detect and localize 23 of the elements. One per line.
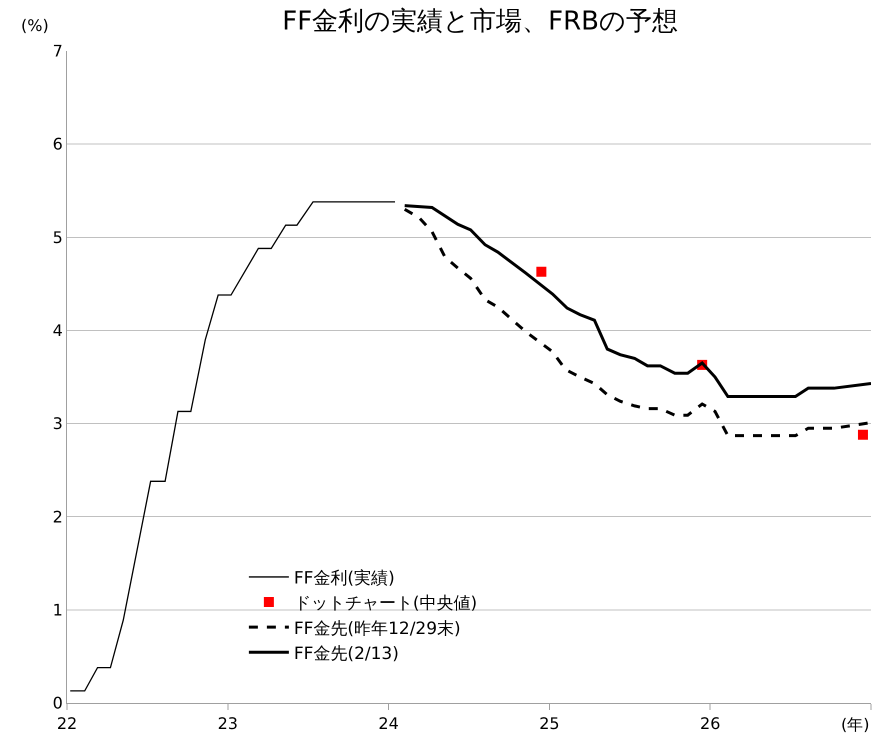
y-tick-label: 6: [52, 134, 63, 154]
legend-label: FF金先(2/13): [294, 644, 399, 664]
legend-label: FF金先(昨年12/29末): [294, 618, 461, 639]
y-tick-label: 7: [52, 42, 63, 61]
x-tick-label: 22: [56, 714, 78, 734]
y-tick-label: 1: [52, 600, 63, 620]
y-tick-label: 3: [52, 414, 63, 434]
y-tick-label: 0: [52, 694, 63, 713]
x-tick-label: 23: [218, 714, 238, 734]
point: [536, 266, 546, 277]
legend-label: FF金利(実績): [294, 568, 395, 589]
x-axis-title: (年): [841, 715, 870, 734]
y-axis-title: (%): [21, 16, 49, 35]
line-series: [403, 208, 871, 438]
y-tick-label: 2: [52, 507, 63, 526]
x-tick-label: 24: [378, 714, 399, 734]
y-tick-label: 4: [52, 321, 63, 340]
point: [858, 430, 868, 440]
x-tick-label: 25: [539, 714, 560, 734]
x-tick-label: 26: [700, 714, 720, 734]
chart-title: FF金利の実績と市場、FRBの予想: [282, 6, 678, 36]
y-tick-label: 5: [52, 228, 63, 247]
legend-label: ドットチャート(中央値): [294, 594, 478, 614]
